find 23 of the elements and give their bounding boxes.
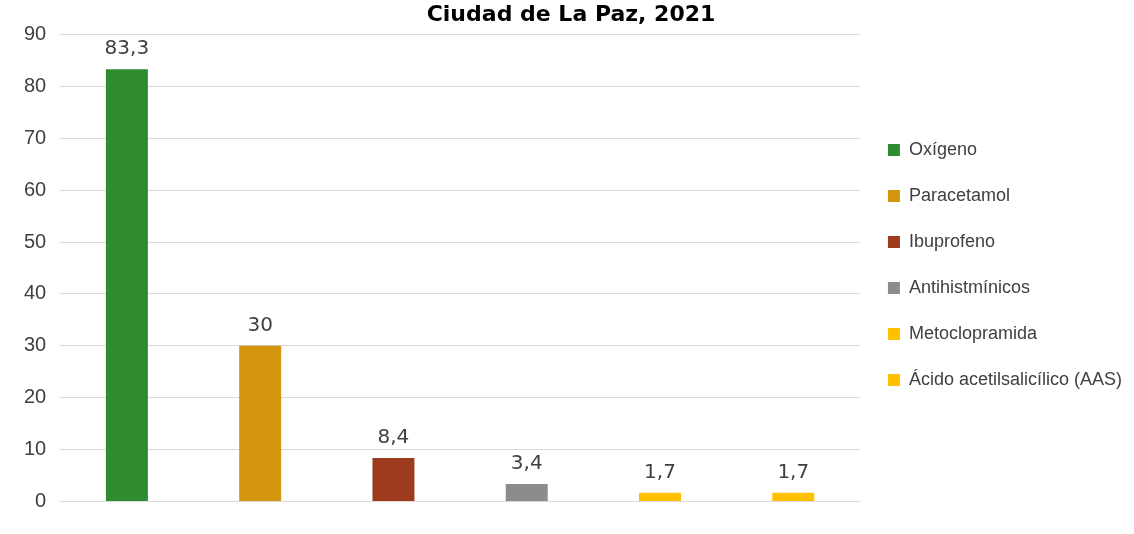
y-tick-label: 40 <box>24 281 47 304</box>
data-label: 30 <box>247 312 273 337</box>
y-tick-label: 80 <box>24 73 47 96</box>
data-label: 83,3 <box>104 35 150 60</box>
legend-label: Oxígeno <box>908 138 977 159</box>
data-label: 8,4 <box>377 424 410 449</box>
y-tick-label: 70 <box>24 125 47 148</box>
y-tick-label: 20 <box>24 385 47 408</box>
y-tick-label: 0 <box>35 489 47 512</box>
data-label: 1,7 <box>644 458 676 483</box>
y-tick-label: 90 <box>24 21 47 44</box>
legend-label: Ibuprofeno <box>908 230 995 251</box>
legend-label: Ácido acetilsalicílico (AAS) <box>908 368 1122 389</box>
data-label: 1,7 <box>777 458 810 483</box>
legend-label: Metoclopramida <box>908 322 1038 343</box>
y-tick-label: 60 <box>24 177 47 200</box>
y-tick-label: 30 <box>24 333 47 356</box>
y-tick-label: 50 <box>24 229 47 252</box>
chart-title: Ciudad de La Paz, 2021 <box>426 0 716 26</box>
legend-label: Antihistmínicos <box>908 276 1030 297</box>
data-label: 3,4 <box>510 450 543 475</box>
y-tick-label: 10 <box>24 437 47 460</box>
legend-label: Paracetamol <box>908 184 1010 205</box>
